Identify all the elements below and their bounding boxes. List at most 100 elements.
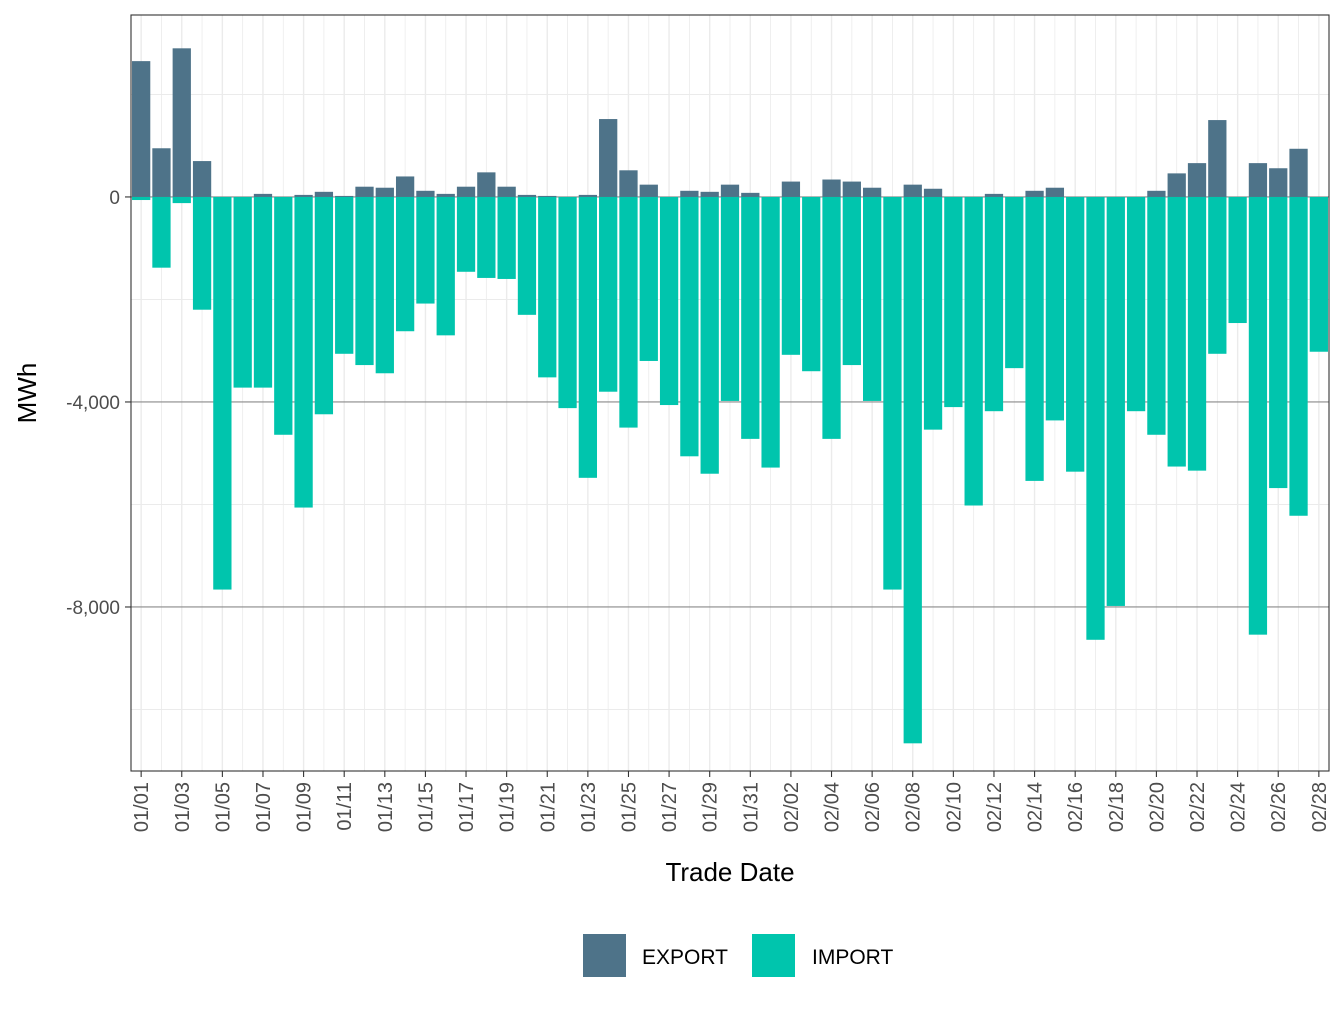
x-axis-title: Trade Date bbox=[665, 857, 794, 887]
bar-export bbox=[538, 195, 557, 197]
x-tick-label: 02/22 bbox=[1187, 782, 1209, 832]
bar-import bbox=[1187, 196, 1207, 471]
x-tick-label: 01/21 bbox=[537, 782, 559, 832]
bar-import bbox=[639, 196, 658, 361]
bar-export bbox=[842, 181, 861, 197]
bar-import bbox=[599, 196, 618, 392]
legend-swatch-import bbox=[752, 934, 795, 977]
x-tick-label: 02/08 bbox=[903, 782, 925, 832]
legend-swatch-export bbox=[583, 934, 626, 977]
bar-export bbox=[700, 191, 719, 197]
bar-import bbox=[416, 196, 435, 304]
y-tick-label: -4,000 bbox=[66, 393, 120, 414]
bar-import bbox=[923, 196, 943, 430]
bar-export bbox=[1025, 190, 1044, 197]
bar-import bbox=[253, 196, 273, 388]
bar-export bbox=[639, 184, 658, 197]
bar-export bbox=[152, 148, 171, 197]
x-tick-label: 02/12 bbox=[984, 782, 1006, 832]
bar-import bbox=[700, 196, 719, 474]
bar-export bbox=[599, 119, 618, 197]
bar-export bbox=[741, 192, 760, 197]
bar-import bbox=[944, 196, 963, 408]
bar-import bbox=[822, 196, 841, 439]
bar-import bbox=[152, 196, 171, 268]
x-tick-label: 02/10 bbox=[943, 782, 965, 832]
bar-import bbox=[984, 196, 1004, 412]
bar-import bbox=[477, 196, 496, 278]
bar-import bbox=[558, 196, 577, 409]
bar-export bbox=[1208, 120, 1227, 197]
bars bbox=[132, 48, 1328, 744]
bar-import bbox=[436, 196, 455, 336]
bar-export bbox=[720, 184, 740, 197]
bar-export bbox=[314, 191, 334, 197]
x-tick-label: 01/13 bbox=[375, 782, 397, 832]
bar-export bbox=[822, 179, 841, 197]
bar-export bbox=[1167, 173, 1186, 197]
bar-export bbox=[416, 190, 435, 197]
x-tick-label: 02/20 bbox=[1146, 782, 1168, 832]
bar-import bbox=[355, 196, 374, 366]
bar-export bbox=[1147, 190, 1166, 197]
bar-export bbox=[355, 186, 374, 197]
bar-export bbox=[477, 172, 496, 197]
x-tick-label: 02/24 bbox=[1228, 782, 1250, 832]
bar-import bbox=[761, 196, 780, 468]
bar-import bbox=[1269, 196, 1288, 489]
bar-export bbox=[253, 193, 273, 197]
bar-export bbox=[984, 193, 1004, 197]
bar-export bbox=[1269, 168, 1288, 197]
x-tick-label: 01/09 bbox=[294, 782, 316, 832]
bar-export bbox=[497, 186, 516, 197]
y-tick-label: -8,000 bbox=[66, 598, 120, 619]
bar-export bbox=[903, 184, 922, 197]
bar-export bbox=[172, 48, 191, 197]
x-tick-label: 01/05 bbox=[212, 782, 234, 832]
x-tick-label: 01/11 bbox=[334, 782, 356, 831]
bar-import bbox=[274, 196, 293, 435]
x-tick-label: 01/03 bbox=[172, 782, 194, 832]
x-tick-label: 02/28 bbox=[1309, 782, 1331, 832]
bar-import bbox=[314, 196, 334, 415]
bar-import bbox=[1289, 196, 1308, 516]
x-tick-label: 01/27 bbox=[659, 782, 681, 832]
y-axis-title: MWh bbox=[12, 363, 42, 424]
x-tick-label: 02/16 bbox=[1065, 782, 1087, 832]
bar-import bbox=[1045, 196, 1065, 421]
bar-import bbox=[862, 196, 882, 401]
y-tick-label: 0 bbox=[109, 188, 120, 209]
bar-import bbox=[1066, 196, 1085, 472]
bar-import bbox=[802, 196, 821, 372]
bar-import bbox=[233, 196, 252, 388]
bar-import bbox=[335, 196, 354, 354]
bar-export bbox=[294, 194, 313, 197]
bar-import bbox=[903, 196, 922, 744]
bar-import bbox=[192, 196, 212, 310]
x-tick-label: 01/25 bbox=[618, 782, 640, 832]
bar-import bbox=[1208, 196, 1227, 354]
x-tick-label: 02/26 bbox=[1268, 782, 1290, 832]
bar-export bbox=[192, 161, 212, 197]
x-tick-label: 01/29 bbox=[700, 782, 722, 832]
bar-export bbox=[517, 194, 537, 197]
x-tick-label: 02/04 bbox=[822, 782, 844, 832]
bar-export bbox=[456, 186, 476, 197]
panel-border bbox=[130, 14, 1330, 772]
bar-import bbox=[1228, 196, 1247, 324]
legend-label-export: EXPORT bbox=[642, 946, 728, 969]
bar-import bbox=[1126, 196, 1146, 412]
x-tick-label: 01/31 bbox=[740, 782, 762, 832]
x-tick-label: 02/18 bbox=[1106, 782, 1128, 832]
bar-import bbox=[842, 196, 861, 366]
bar-export bbox=[1187, 163, 1207, 197]
x-axis: 01/01 01/03 01/05 01/07 01/09 01/11 01/13 01/15… bbox=[131, 771, 1331, 832]
bar-import bbox=[1005, 196, 1024, 369]
bar-export bbox=[1248, 163, 1268, 197]
bar-import bbox=[1309, 196, 1328, 352]
x-tick-label: 01/07 bbox=[253, 782, 275, 832]
bar-export bbox=[375, 187, 394, 197]
bar-export bbox=[680, 190, 699, 197]
bar-import bbox=[1106, 196, 1125, 606]
bar-export bbox=[132, 61, 151, 197]
